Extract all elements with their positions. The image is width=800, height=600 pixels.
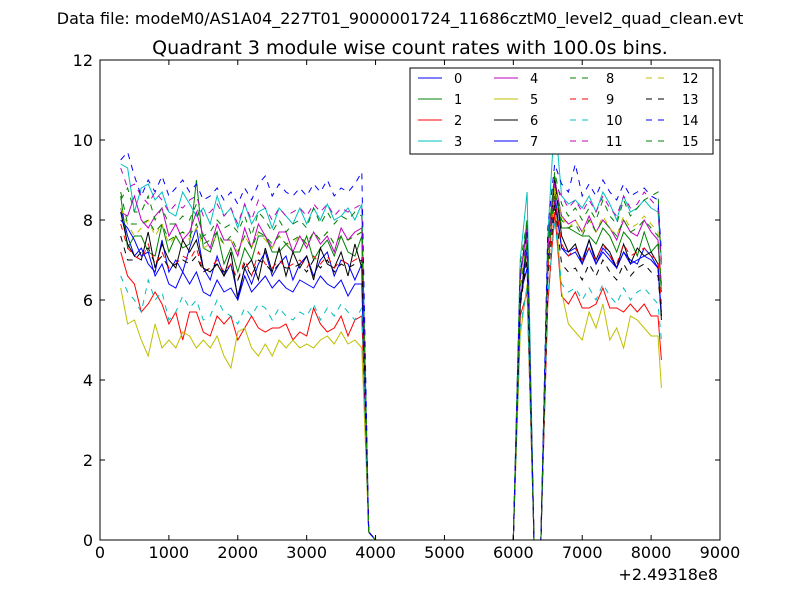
legend-label-7: 7 xyxy=(530,135,538,150)
series-line-6 xyxy=(120,179,662,541)
series-line-4 xyxy=(120,179,662,541)
axis-ticks: 0 1000 2000 3000 4000 5000 6000 7000 8000 9000 0 2 4… xyxy=(73,51,741,562)
legend-label-12: 12 xyxy=(682,72,699,87)
y-tick-label: 0 xyxy=(83,531,93,550)
series-line-9 xyxy=(120,195,662,541)
x-tick-label: 6000 xyxy=(493,543,534,562)
legend-label-3: 3 xyxy=(454,135,462,150)
y-tick-label: 12 xyxy=(73,51,93,70)
series-line-7 xyxy=(120,199,662,541)
x-tick-label: 0 xyxy=(95,543,105,562)
x-tick-label: 5000 xyxy=(424,543,465,562)
series-line-5 xyxy=(120,191,662,541)
legend-label-6: 6 xyxy=(530,114,538,129)
y-tick-label: 2 xyxy=(83,451,93,470)
series-line-10 xyxy=(120,219,662,541)
legend-label-2: 2 xyxy=(454,114,462,129)
y-tick-label: 10 xyxy=(73,131,93,150)
x-tick-label: 9000 xyxy=(700,543,741,562)
series-line-2 xyxy=(120,211,662,541)
x-tick-label: 1000 xyxy=(149,543,190,562)
figure-suptitle: Data file: modeM0/AS1A04_227T01_90000017… xyxy=(57,9,743,29)
legend-label-8: 8 xyxy=(606,72,614,87)
x-tick-label: 7000 xyxy=(562,543,603,562)
x-tick-label: 3000 xyxy=(286,543,327,562)
y-tick-label: 4 xyxy=(83,371,93,390)
x-tick-label: 8000 xyxy=(631,543,672,562)
series-line-14 xyxy=(120,150,662,541)
series-line-8 xyxy=(120,171,662,541)
series-line-11 xyxy=(120,167,662,541)
x-offset-label: +2.49318e8 xyxy=(618,565,718,584)
y-tick-label: 6 xyxy=(83,291,93,310)
legend-label-14: 14 xyxy=(682,114,699,129)
series-line-15 xyxy=(120,191,662,541)
x-tick-label: 4000 xyxy=(355,543,396,562)
legend-label-5: 5 xyxy=(530,93,538,108)
x-tick-label: 2000 xyxy=(217,543,258,562)
series-line-3 xyxy=(120,115,662,541)
legend-label-1: 1 xyxy=(454,93,462,108)
plot-lines xyxy=(120,115,662,541)
legend-label-13: 13 xyxy=(682,93,699,108)
legend-label-9: 9 xyxy=(606,93,614,108)
legend-label-11: 11 xyxy=(606,135,623,150)
legend-label-4: 4 xyxy=(530,72,538,87)
legend-label-15: 15 xyxy=(682,135,699,150)
legend-label-10: 10 xyxy=(606,114,623,129)
y-tick-label: 8 xyxy=(83,211,93,230)
legend-box xyxy=(409,67,714,155)
series-line-13 xyxy=(120,203,662,541)
legend-label-0: 0 xyxy=(454,72,462,87)
chart-title: Quadrant 3 module wise count rates with … xyxy=(152,37,668,59)
